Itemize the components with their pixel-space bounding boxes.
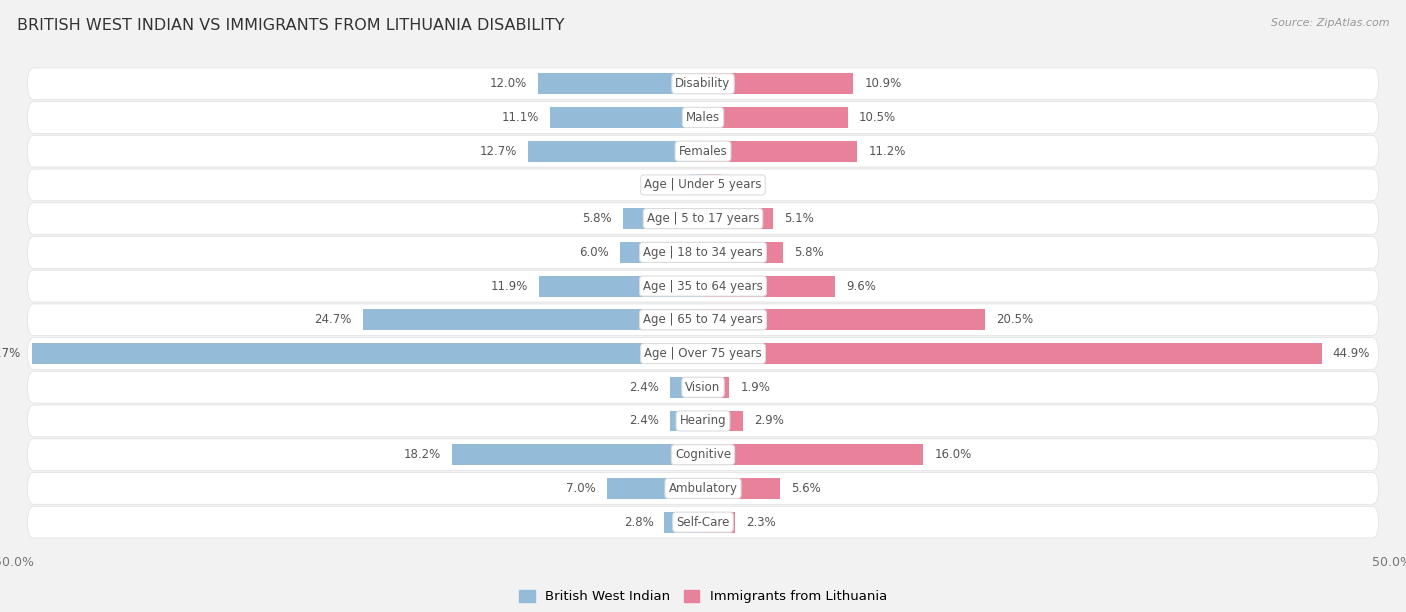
Bar	[623, 208, 703, 229]
Bar	[703, 73, 853, 94]
Text: BRITISH WEST INDIAN VS IMMIGRANTS FROM LITHUANIA DISABILITY: BRITISH WEST INDIAN VS IMMIGRANTS FROM L…	[17, 18, 564, 34]
Bar	[32, 343, 703, 364]
Bar	[529, 141, 703, 162]
Bar	[703, 242, 783, 263]
Text: 2.8%: 2.8%	[624, 516, 654, 529]
FancyBboxPatch shape	[28, 169, 1378, 201]
Text: Vision: Vision	[685, 381, 721, 394]
Text: 1.3%: 1.3%	[733, 179, 762, 192]
FancyBboxPatch shape	[28, 506, 1378, 538]
Bar	[703, 512, 735, 532]
Text: 1.9%: 1.9%	[740, 381, 770, 394]
Bar	[620, 242, 703, 263]
Text: Age | Over 75 years: Age | Over 75 years	[644, 347, 762, 360]
Text: Age | 18 to 34 years: Age | 18 to 34 years	[643, 246, 763, 259]
Text: 9.6%: 9.6%	[846, 280, 876, 293]
Bar	[703, 444, 924, 465]
FancyBboxPatch shape	[28, 271, 1378, 302]
FancyBboxPatch shape	[28, 439, 1378, 471]
Text: Ambulatory: Ambulatory	[668, 482, 738, 495]
Text: 2.4%: 2.4%	[628, 381, 659, 394]
Bar	[703, 107, 848, 128]
Bar	[703, 275, 835, 297]
Text: 16.0%: 16.0%	[935, 448, 972, 461]
Text: 44.9%: 44.9%	[1333, 347, 1369, 360]
Bar	[703, 208, 773, 229]
FancyBboxPatch shape	[28, 405, 1378, 437]
Text: Disability: Disability	[675, 77, 731, 90]
Bar	[665, 512, 703, 532]
Text: Hearing: Hearing	[679, 414, 727, 427]
Text: Source: ZipAtlas.com: Source: ZipAtlas.com	[1271, 18, 1389, 28]
FancyBboxPatch shape	[28, 102, 1378, 133]
Text: 5.8%: 5.8%	[794, 246, 824, 259]
Bar	[453, 444, 703, 465]
FancyBboxPatch shape	[28, 371, 1378, 403]
Text: Age | 35 to 64 years: Age | 35 to 64 years	[643, 280, 763, 293]
Text: Age | Under 5 years: Age | Under 5 years	[644, 179, 762, 192]
Bar	[538, 275, 703, 297]
Text: 7.0%: 7.0%	[565, 482, 596, 495]
FancyBboxPatch shape	[28, 68, 1378, 100]
FancyBboxPatch shape	[28, 135, 1378, 167]
Bar	[703, 174, 721, 195]
Bar	[703, 478, 780, 499]
Bar	[363, 309, 703, 330]
Bar	[537, 73, 703, 94]
Text: Self-Care: Self-Care	[676, 516, 730, 529]
Text: Cognitive: Cognitive	[675, 448, 731, 461]
Bar	[703, 343, 1322, 364]
Text: 0.99%: 0.99%	[641, 179, 678, 192]
FancyBboxPatch shape	[28, 304, 1378, 335]
Bar	[689, 174, 703, 195]
Bar	[703, 141, 858, 162]
Text: Males: Males	[686, 111, 720, 124]
Text: 10.5%: 10.5%	[859, 111, 896, 124]
Text: Age | 65 to 74 years: Age | 65 to 74 years	[643, 313, 763, 326]
Text: 48.7%: 48.7%	[0, 347, 21, 360]
Bar	[669, 411, 703, 431]
Bar	[606, 478, 703, 499]
Text: 11.2%: 11.2%	[869, 144, 905, 158]
Bar	[703, 377, 730, 398]
Bar	[550, 107, 703, 128]
Text: 11.1%: 11.1%	[502, 111, 538, 124]
Text: 24.7%: 24.7%	[315, 313, 352, 326]
FancyBboxPatch shape	[28, 203, 1378, 234]
Text: 12.0%: 12.0%	[489, 77, 527, 90]
FancyBboxPatch shape	[28, 472, 1378, 504]
Text: 2.9%: 2.9%	[754, 414, 785, 427]
Text: 5.1%: 5.1%	[785, 212, 814, 225]
FancyBboxPatch shape	[28, 236, 1378, 268]
Legend: British West Indian, Immigrants from Lithuania: British West Indian, Immigrants from Lit…	[513, 584, 893, 609]
Text: 11.9%: 11.9%	[491, 280, 529, 293]
Text: 20.5%: 20.5%	[997, 313, 1033, 326]
Text: Age | 5 to 17 years: Age | 5 to 17 years	[647, 212, 759, 225]
Text: Females: Females	[679, 144, 727, 158]
FancyBboxPatch shape	[28, 338, 1378, 370]
Text: 18.2%: 18.2%	[404, 448, 441, 461]
Bar	[703, 309, 986, 330]
Text: 2.4%: 2.4%	[628, 414, 659, 427]
Bar	[669, 377, 703, 398]
Text: 6.0%: 6.0%	[579, 246, 609, 259]
Text: 10.9%: 10.9%	[865, 77, 901, 90]
Bar	[703, 411, 742, 431]
Text: 2.3%: 2.3%	[745, 516, 776, 529]
Text: 5.8%: 5.8%	[582, 212, 612, 225]
Text: 5.6%: 5.6%	[792, 482, 821, 495]
Text: 12.7%: 12.7%	[479, 144, 517, 158]
